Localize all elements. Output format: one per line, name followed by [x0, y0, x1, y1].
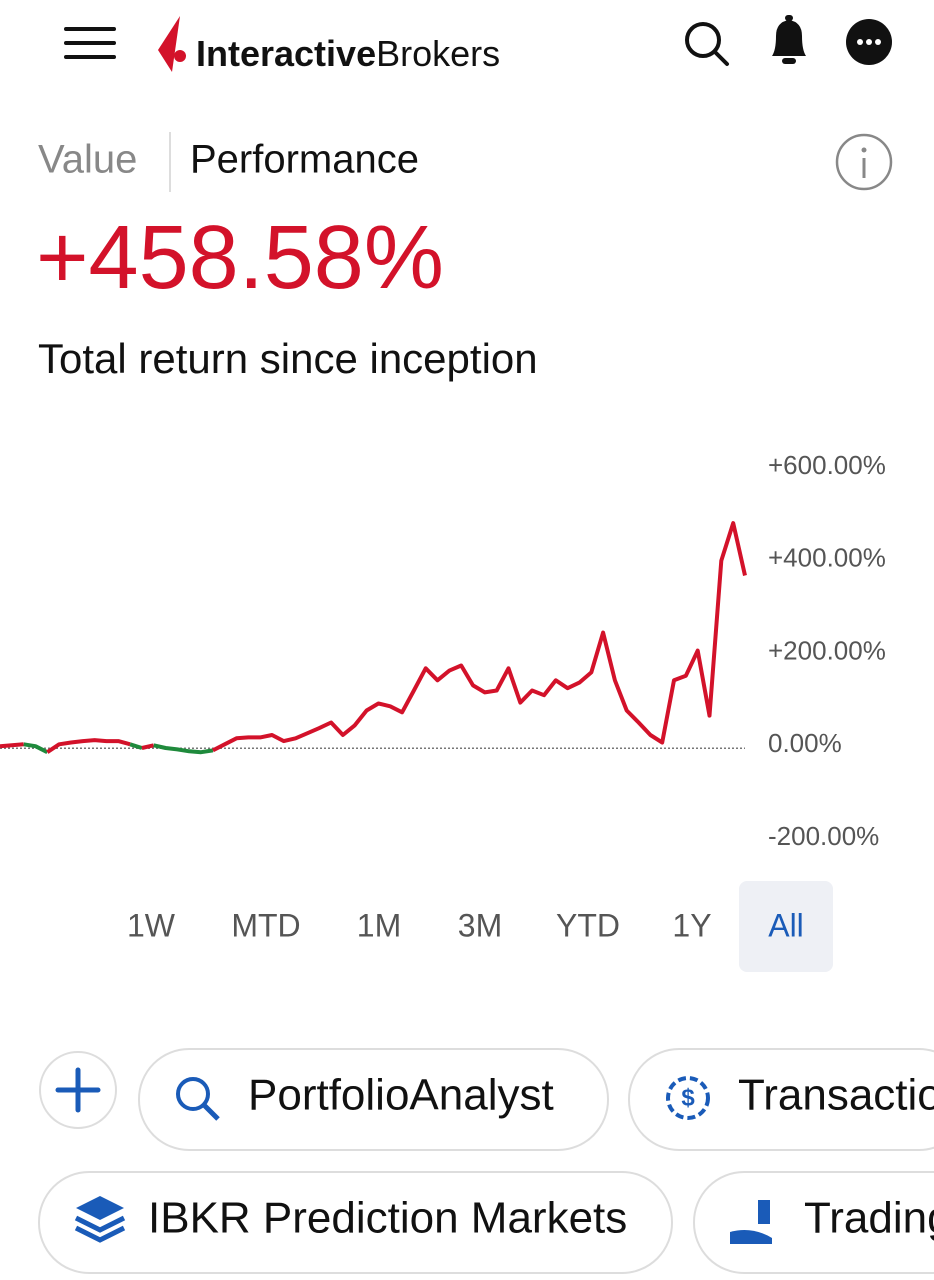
- range-button[interactable]: MTD: [231, 907, 300, 943]
- tab[interactable]: Value: [38, 138, 137, 182]
- shortcut-chip[interactable]: $ Transactions: [628, 1048, 934, 1151]
- range-label: 1W: [127, 907, 176, 943]
- shortcut-label: PortfolioAnalyst: [248, 1071, 554, 1120]
- shortcut-label: IBKR Prediction Markets: [148, 1194, 627, 1243]
- notifications-button[interactable]: [772, 15, 806, 64]
- shortcut-chip[interactable]: Trading: [693, 1171, 934, 1274]
- brand-name: InteractiveBrokers: [196, 33, 500, 74]
- range-button[interactable]: 1W: [127, 907, 176, 943]
- range-highlight: [739, 881, 833, 972]
- chart: +600.00% +400.00% +200.00% 0.00% -200.00%: [0, 450, 886, 851]
- shortcut-chip[interactable]: PortfolioAnalyst: [138, 1048, 609, 1151]
- brand-bold: Interactive: [196, 33, 376, 74]
- info-button[interactable]: [835, 133, 893, 191]
- range-button[interactable]: 1Y: [672, 907, 711, 943]
- y-tick-label: 0.00%: [768, 728, 842, 758]
- range-label: 1M: [357, 907, 401, 943]
- y-tick-label: +400.00%: [768, 543, 886, 573]
- range-label: 3M: [458, 907, 502, 943]
- shortcut-label: Transactions: [738, 1071, 934, 1120]
- line-series: [211, 521, 747, 753]
- shortcut-chip[interactable]: IBKR Prediction Markets: [38, 1171, 673, 1274]
- icon-glyph: $: [681, 1084, 695, 1111]
- menu-button[interactable]: [64, 27, 116, 59]
- headline-caption: Total return since inception: [38, 335, 538, 382]
- more-button[interactable]: [846, 19, 892, 65]
- search-button[interactable]: [685, 22, 729, 66]
- y-tick-label: +200.00%: [768, 635, 886, 665]
- shortcut-label: Trading: [804, 1194, 934, 1243]
- line-series: [153, 743, 214, 755]
- y-tick-label: +600.00%: [768, 450, 886, 480]
- add-shortcut-button[interactable]: [39, 1051, 117, 1129]
- line-series: [46, 738, 131, 754]
- line-series: [23, 742, 49, 754]
- range-label: MTD: [231, 907, 300, 943]
- brand-logo[interactable]: InteractiveBrokers: [158, 16, 500, 74]
- range-button[interactable]: All: [739, 881, 833, 972]
- line-series: [141, 743, 155, 750]
- y-tick-label: -200.00%: [768, 821, 879, 851]
- range-label: 1Y: [672, 907, 711, 943]
- headline-value: +458.58%: [36, 208, 444, 308]
- brand-light: Brokers: [376, 33, 500, 74]
- range-label: YTD: [556, 907, 620, 943]
- line-series: [0, 742, 24, 749]
- range-label: All: [768, 907, 804, 943]
- line-series: [129, 742, 143, 750]
- range-button[interactable]: 1M: [357, 907, 401, 943]
- range-selector: 1W MTD 1M 3M YTD 1Y All: [127, 881, 833, 972]
- range-button[interactable]: 3M: [458, 907, 502, 943]
- range-button[interactable]: YTD: [556, 907, 620, 943]
- tab[interactable]: Performance: [190, 138, 419, 182]
